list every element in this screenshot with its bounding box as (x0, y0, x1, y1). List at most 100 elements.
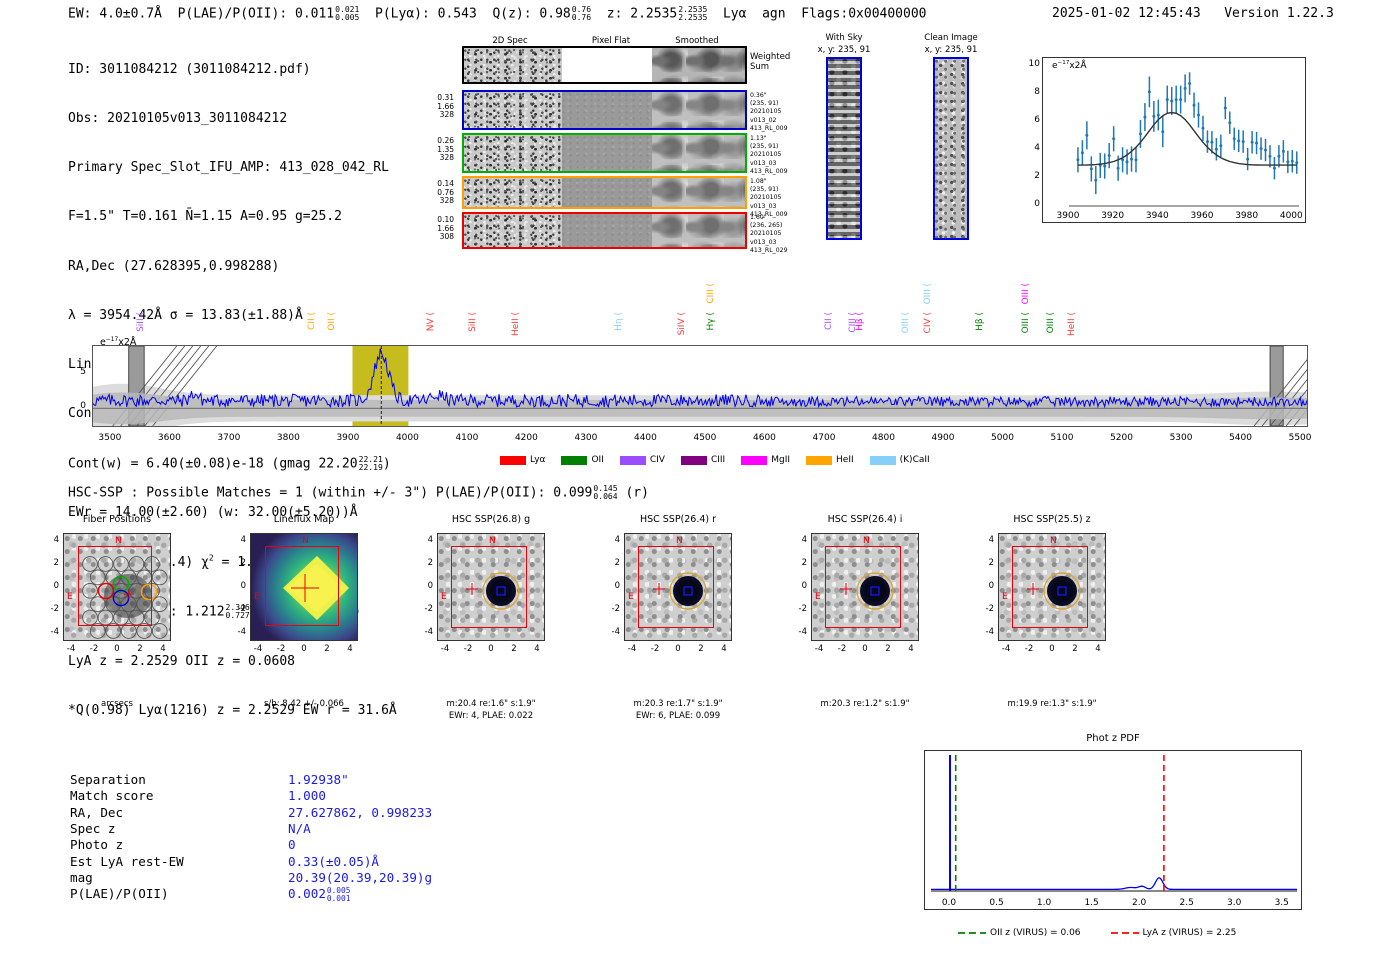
photz-xtick-0.5: 0.5 (989, 898, 1004, 908)
cutout-3-ytick--2: -2 (611, 604, 620, 614)
panel-title-smoothed: Smoothed (675, 36, 719, 46)
cutout-title-4: HSC SSP(26.4) i (827, 514, 903, 525)
compass-north-0: N (115, 536, 122, 546)
cutout-panel-3[interactable] (624, 533, 732, 641)
spectrum-line-label-heii-20: HeII ( (1066, 312, 1077, 336)
full-spectrum-plot[interactable] (92, 345, 1359, 434)
hsc-summary-pre: HSC-SSP : Possible Matches = 1 (within +… (68, 485, 593, 501)
cutout-caption1-1: s/b: 8.42 +/- 0.066 (264, 699, 344, 709)
spectrum-legend-label-0: Lyα (530, 455, 546, 465)
match-value-7-range: 0.005 0.001 (327, 886, 350, 903)
photz-legend: OII z (VIRUS) = 0.06 LyA z (VIRUS) = 2.25 (958, 928, 1236, 938)
cutout-panel-5[interactable] (998, 533, 1106, 641)
cutout-title-3: HSC SSP(26.4) r (639, 514, 717, 525)
spectrum-line-label-hβ-16: Hβ ( (974, 312, 985, 331)
cutout-1-xtick--2: -2 (276, 644, 286, 654)
spectrum-line-label-cii-1: CII ( (307, 312, 318, 330)
compass-north-2: N (489, 536, 496, 546)
line-profile-ytick-2: 2 (1034, 171, 1040, 181)
spectrum-xtick-4400: 4400 (633, 433, 657, 443)
info-plae-hi: 2.346 (225, 602, 250, 612)
hsc-image-svg (653, 572, 707, 610)
fiber-row-2-smoothed (652, 178, 745, 207)
fiber-row-3-pixelflat (562, 214, 652, 247)
cutout-0-ytick--2: -2 (50, 604, 59, 614)
fiber-row-0-right-3: v013_02 (750, 116, 777, 124)
spectrum-legend-swatch-6 (869, 455, 896, 465)
hsc-summary-post: (r) (625, 485, 649, 501)
panel-title-pixelflat: Pixel Flat (591, 36, 631, 46)
cutout-0-xtick--4: -4 (66, 644, 76, 654)
cutout-4-ytick-0: 0 (801, 581, 807, 591)
header-plya-value: 0.543 (437, 6, 477, 22)
fiber-row-1-left-2: 328 (439, 153, 454, 163)
spectrum-legend-item-ciii: CIII (680, 455, 726, 465)
hsc-red-box-4 (825, 546, 901, 628)
spectrum-legend-item-oii: OII (561, 455, 604, 465)
cutout-caption2-2: EWr: 4, PLAE: 0.022 (448, 711, 534, 721)
spectrum-flux-unit: e−17x2Å (100, 336, 137, 348)
fiber-row-0-right-0: 0.36" (750, 92, 767, 99)
spectrum-legend-label-4: MgII (771, 455, 791, 465)
hsc-summary-hi: 0.145 (593, 484, 618, 493)
cutout-panel-4[interactable] (811, 533, 919, 641)
weighted-sum-row (462, 46, 747, 84)
line-profile-xtick-3960: 3960 (1190, 211, 1214, 221)
spectrum-line-label-nv-3: NV ( (425, 312, 436, 332)
cutout-4-xtick--2: -2 (837, 644, 847, 654)
photz-xtick-3.0: 3.0 (1227, 898, 1242, 908)
cutout-3-xtick-2: 2 (698, 644, 704, 654)
info-cont-w-pre: Cont(w) = 6.40(±0.08)e-18 (gmag 22.20 (68, 456, 358, 472)
spectrum-legend-label-3: CIII (710, 455, 726, 465)
fiber-row-1-right-3: v013_03 (750, 159, 777, 167)
cutout-subtitle-clean-image: x, y: 235, 91 (924, 45, 978, 55)
hsc-image-svg (466, 572, 520, 610)
weighted-sum-label: Weighted Sum (750, 52, 791, 72)
spectrum-legend-swatch-2 (619, 455, 646, 465)
photz-xtick-1.0: 1.0 (1036, 898, 1052, 908)
info-seeing: F=1.5" T=0.161 N̄=1.15 A=0.95 g=25.2 (68, 209, 342, 225)
header-plae-value: 0.011 (295, 6, 335, 22)
spectrum-ytick-0: 0 (80, 401, 86, 412)
hsc-red-box-2 (451, 546, 527, 628)
cutout-1-ytick-2: 2 (240, 558, 246, 568)
cutout-4-xtick-2: 2 (885, 644, 891, 654)
spectrum-legend-item-mgii: MgII (741, 455, 790, 465)
cutout-4-ytick--2: -2 (798, 604, 807, 614)
spectrum-line-label-hη-6: Hη ( (613, 312, 624, 331)
compass-east-3: E (628, 592, 634, 602)
info-radec: RA,Dec (27.628395,0.998288) (68, 258, 280, 274)
fiber-row-0-right-4: 413_RL_009 (750, 124, 788, 132)
fiber-row-0-left-stats: 0.31 1.66 328 (398, 93, 454, 120)
match-key-2: RA, Dec (70, 804, 124, 820)
line-profile-xtick-4000: 4000 (1279, 211, 1303, 221)
line-profile-ytick-0: 0 (1034, 199, 1040, 209)
match-value-1: 1.000 (288, 788, 326, 804)
cutout-panel-0[interactable] (63, 533, 171, 641)
cutout-panel-2[interactable] (437, 533, 545, 641)
spectrum-legend-swatch-4 (741, 455, 768, 465)
header-qz-label: Q(z): (492, 6, 532, 22)
header-qz-lo: 0.76 (571, 13, 592, 23)
cutout-caption1-5: m:19.9 re:1.3" s:1.9" (1007, 699, 1097, 709)
cutout-1-ytick-0: 0 (240, 581, 246, 591)
match-key-1: Match score (70, 788, 154, 804)
spectrum-xtick-4100: 4100 (455, 433, 479, 443)
photz-legend-label-0: OII z (VIRUS) = 0.06 (990, 928, 1081, 938)
fiber-row-3-left-stats: 0.10 1.66 308 (398, 215, 454, 242)
fiber-row-1-right-0: 1.13" (750, 135, 767, 142)
spectrum-line-label-oii-2: OII ( (327, 312, 338, 331)
match-key-7: P(LAE)/P(OII) (70, 886, 169, 902)
spectrum-line-label-siii-0: SiII ( (136, 312, 147, 332)
header-agn-flag: agn (762, 6, 786, 22)
cutout-panel-1[interactable] (250, 533, 358, 641)
cutout-caption1-2: m:20.4 re:1.6" s:1.9" (446, 699, 536, 709)
cutout-2-ytick-4: 4 (427, 535, 433, 545)
hsc-summary-lo: 0.064 (593, 492, 618, 502)
cutout-4-xtick-4: 4 (908, 644, 914, 654)
cutout-2-ytick-2: 2 (427, 558, 433, 568)
spectrum-line-label-ciii-8: CIII ( (705, 283, 716, 304)
match-key-3: Spec z (70, 820, 116, 836)
hsc-summary-line: HSC-SSP : Possible Matches = 1 (within +… (68, 484, 649, 502)
cutout-2-xtick-2: 2 (511, 644, 517, 654)
